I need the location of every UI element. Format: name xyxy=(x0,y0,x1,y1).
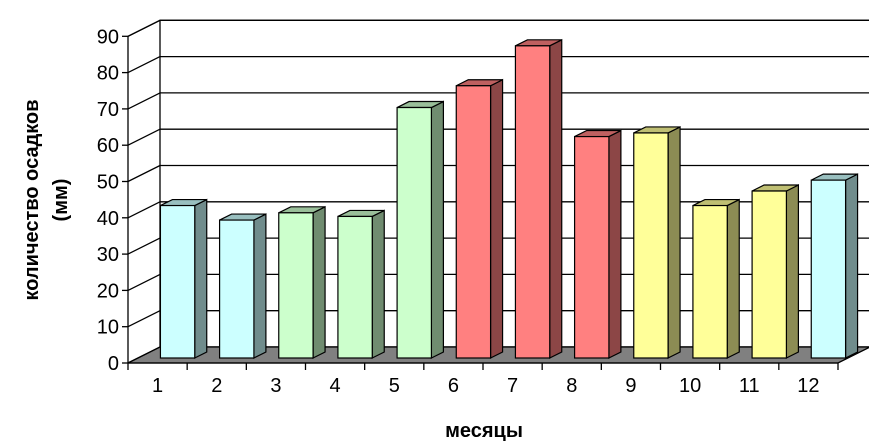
y-axis-title-line2: (мм) xyxy=(50,179,72,222)
bar-front xyxy=(810,179,847,359)
gridline-side xyxy=(127,310,161,328)
bar-front xyxy=(278,212,314,359)
axes xyxy=(122,35,839,370)
bar-front xyxy=(159,204,196,359)
x-tick-label: 9 xyxy=(625,375,636,397)
bar-side xyxy=(549,38,563,359)
bar-side xyxy=(312,205,326,359)
bars xyxy=(159,38,859,359)
bar-front xyxy=(514,45,551,359)
x-axis-title: месяцы xyxy=(445,420,523,442)
bar-front xyxy=(633,132,669,359)
y-tick-label: 70 xyxy=(97,99,119,121)
bar-side xyxy=(785,184,800,359)
bar-front xyxy=(692,204,728,359)
bar-side xyxy=(726,198,740,359)
gridline-side xyxy=(127,128,161,146)
bar-3 xyxy=(278,205,326,359)
y-axis-title-line1: количество осадков xyxy=(21,99,43,300)
x-tick-label: 7 xyxy=(507,375,518,397)
bar-8 xyxy=(573,129,622,359)
bar-front xyxy=(751,190,788,359)
y-tick-label: 30 xyxy=(97,244,119,266)
x-tick-label: 5 xyxy=(389,375,400,397)
y-tick-labels: 0 10 20 30 40 50 60 70 80 90 xyxy=(97,26,119,375)
bar-side xyxy=(253,213,267,359)
gridline-side xyxy=(127,92,161,110)
y-tick-label: 90 xyxy=(97,26,119,48)
bar-front xyxy=(573,135,610,359)
bar-side xyxy=(667,125,681,359)
y-tick-label: 20 xyxy=(97,280,119,302)
x-tick-label: 8 xyxy=(566,375,577,397)
bar-side xyxy=(608,129,622,359)
x-tick-label: 1 xyxy=(152,375,163,397)
bar-5 xyxy=(396,100,445,359)
bar-side xyxy=(844,173,859,359)
y-tick-label: 0 xyxy=(108,353,119,375)
gridline-side xyxy=(127,273,161,291)
bar-12 xyxy=(810,173,859,359)
bar-front xyxy=(337,215,373,359)
x-tick-labels: 1 2 3 4 5 6 7 8 9 10 11 12 xyxy=(152,375,820,397)
bar-side xyxy=(371,209,385,359)
bar-front xyxy=(218,219,255,359)
side-wall-edge xyxy=(127,19,161,37)
bar-front xyxy=(396,106,433,359)
y-tick-label: 60 xyxy=(97,135,119,157)
x-tick-label: 2 xyxy=(211,375,222,397)
bar-6 xyxy=(455,78,504,359)
x-tick-label: 11 xyxy=(739,375,760,397)
x-tick-label: 6 xyxy=(448,375,459,397)
gridline-side xyxy=(127,56,161,74)
bar-7 xyxy=(514,38,563,359)
bar-9 xyxy=(633,125,681,359)
bar-1 xyxy=(159,198,208,359)
bar-front xyxy=(455,85,492,359)
gridline-side xyxy=(127,201,161,219)
bar-side xyxy=(489,78,504,359)
bar-11 xyxy=(751,184,800,359)
gridline-side xyxy=(127,237,161,255)
bar-4 xyxy=(337,209,385,359)
y-tick-label: 80 xyxy=(97,63,119,85)
x-tick-label: 4 xyxy=(330,375,341,397)
bar-10 xyxy=(692,198,740,359)
bar-side xyxy=(194,198,208,359)
x-tick-label: 10 xyxy=(679,375,701,397)
x-tick-label: 12 xyxy=(797,375,819,397)
bar-side xyxy=(430,100,445,359)
gridline-side xyxy=(127,164,161,183)
y-tick-label: 10 xyxy=(97,317,119,339)
x-tick-label: 3 xyxy=(270,375,281,397)
bar-2 xyxy=(218,213,267,359)
y-tick-label: 40 xyxy=(97,208,119,230)
y-tick-label: 50 xyxy=(97,172,119,194)
